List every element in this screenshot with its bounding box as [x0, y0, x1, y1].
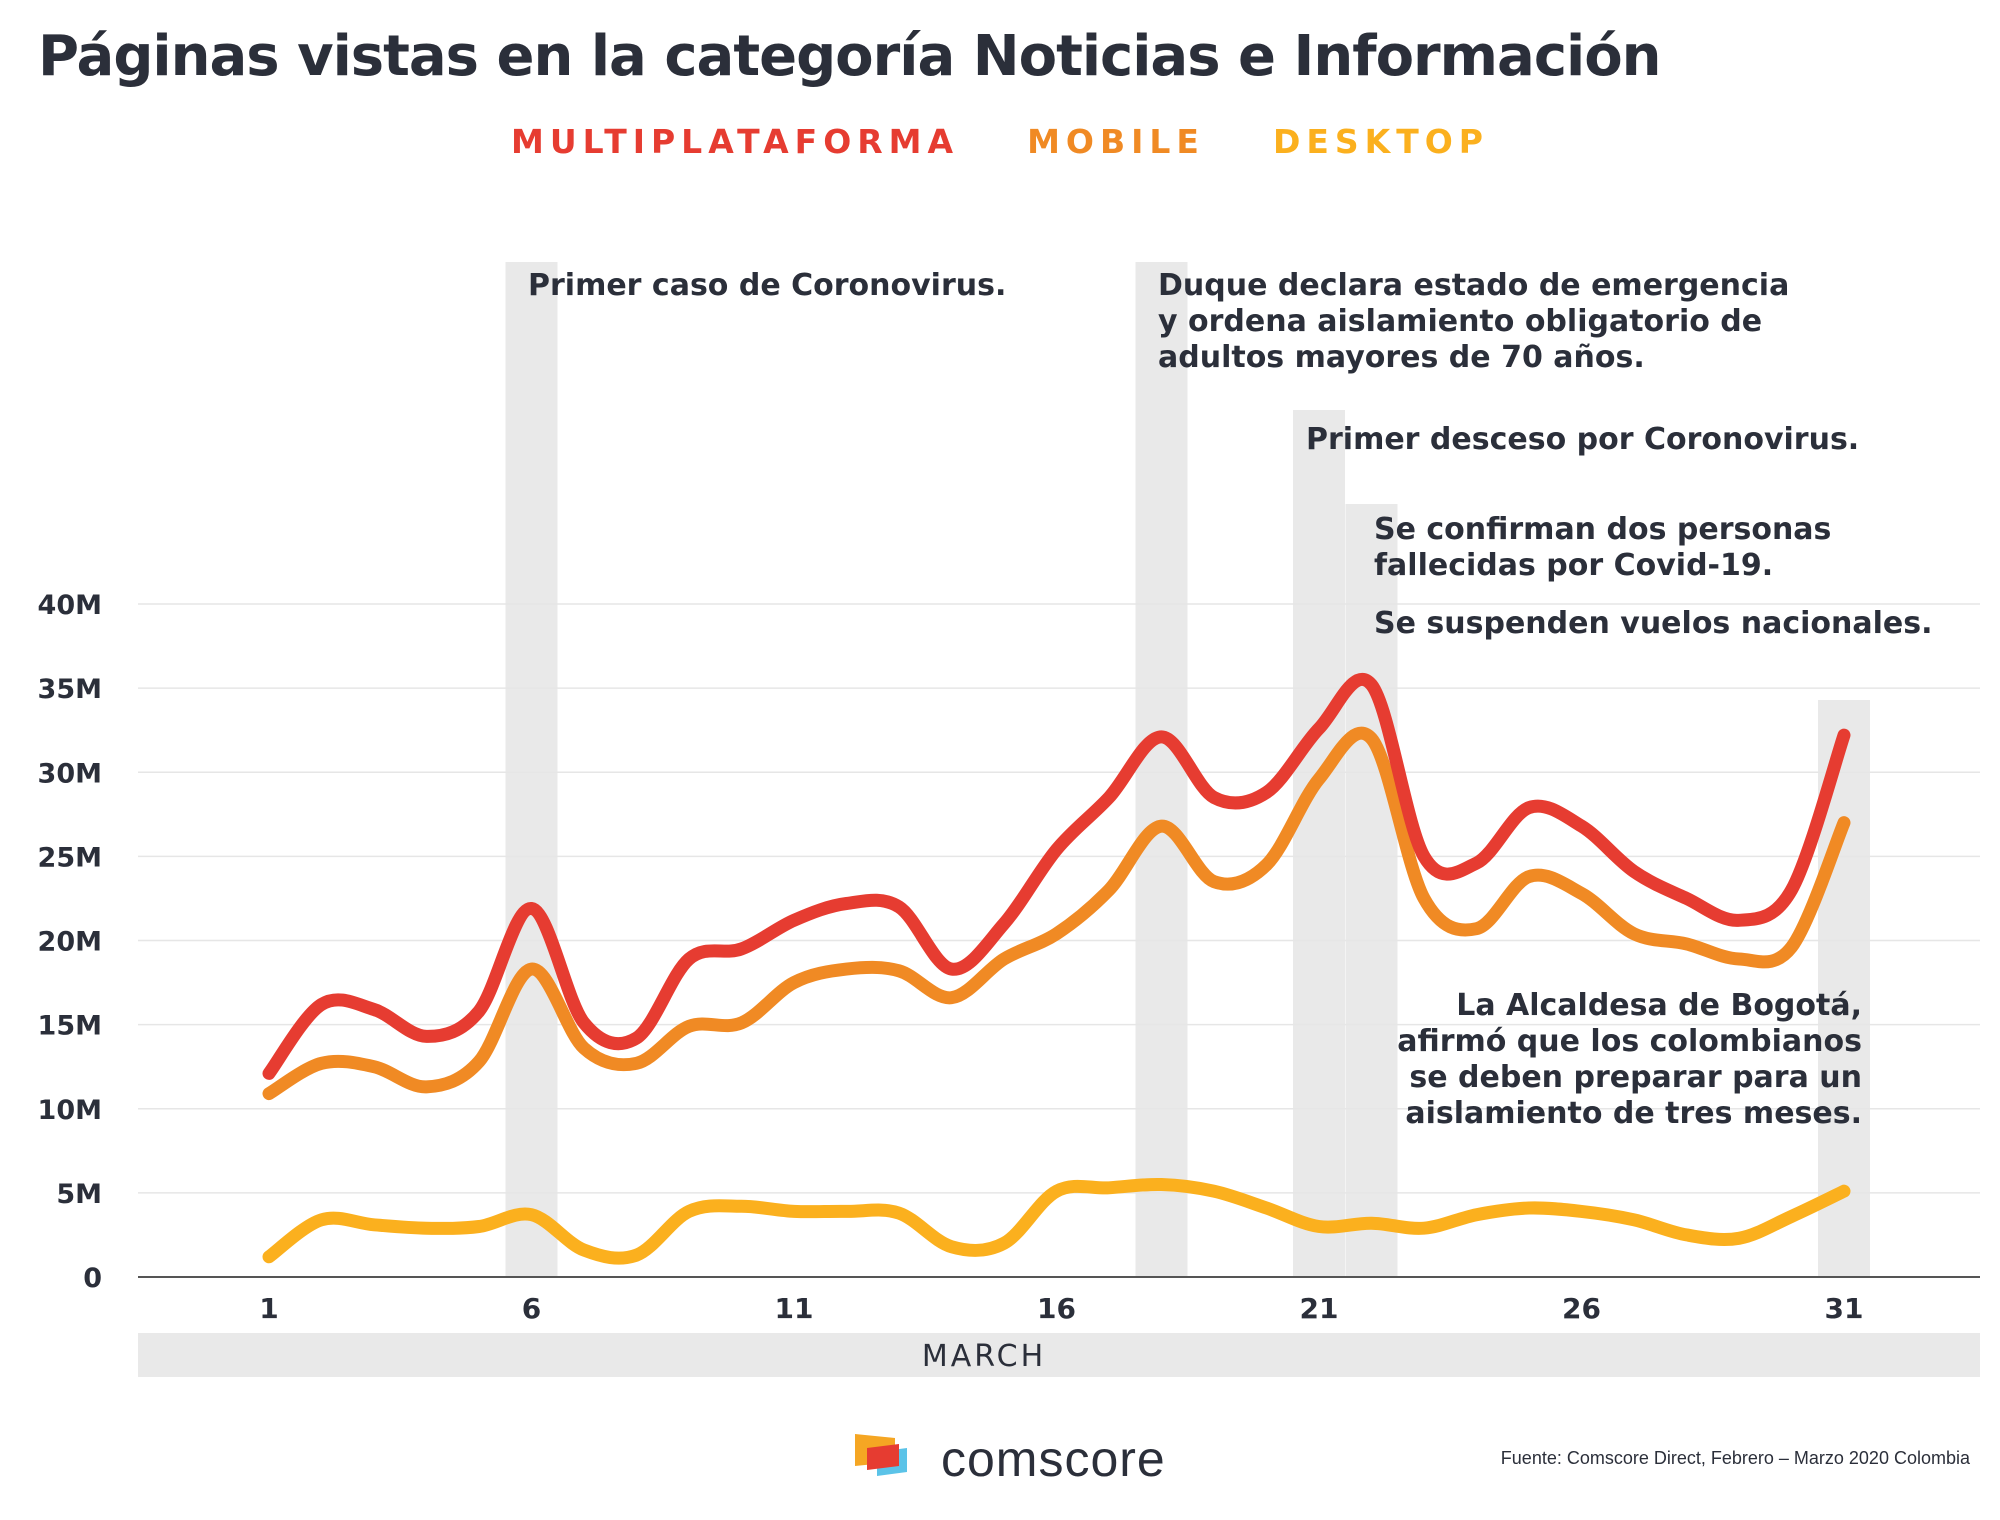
comscore-logo-icon — [855, 1434, 907, 1476]
y-tick-label: 5M — [56, 1179, 102, 1210]
y-tick-labels: 0 5M 10M 15M 20M 25M 30M 35M 40M — [38, 590, 102, 1294]
annotation-line: La Alcaldesa de Bogotá, — [1456, 988, 1862, 1023]
annotation-line: se deben preparar para un — [1409, 1060, 1862, 1095]
legend-item-mobile: MOBILE — [1027, 122, 1205, 161]
annotation-two-deaths: Se confirman dos personas fallecidas por… — [1374, 512, 1831, 584]
annotation-line: Se confirman dos personas — [1374, 512, 1832, 547]
annotation-emergency: Duque declara estado de emergencia y ord… — [1158, 268, 1789, 376]
x-tick-label: 6 — [522, 1292, 541, 1325]
y-tick-label: 0 — [83, 1263, 102, 1294]
x-tick-label: 21 — [1300, 1292, 1339, 1325]
annotation-line: afirmó que los colombianos — [1397, 1024, 1862, 1059]
chart-title: Páginas vistas en la categoría Noticias … — [38, 24, 1662, 89]
series-lines — [262, 673, 1851, 1265]
x-tick-label: 16 — [1037, 1292, 1076, 1325]
x-tick-label: 31 — [1825, 1292, 1864, 1325]
x-axis-band: MARCH — [138, 1333, 1980, 1377]
legend: MULTIPLATAFORMA MOBILE DESKTOP — [0, 122, 2000, 161]
y-tick-label: 40M — [38, 590, 102, 621]
y-tick-label: 10M — [38, 1095, 102, 1126]
y-tick-label: 30M — [38, 758, 102, 789]
highlight-band-day-22 — [1345, 504, 1398, 1277]
x-axis-label: MARCH — [922, 1339, 1046, 1374]
y-tick-label: 15M — [38, 1011, 102, 1042]
annotation-first-case: Primer caso de Coronovirus. — [528, 268, 1006, 304]
source-note: Fuente: Comscore Direct, Febrero – Marzo… — [1500, 1448, 1970, 1468]
gridlines — [138, 603, 1980, 1278]
annotation-line: Primer desceso por Coronovirus. — [1306, 422, 1860, 457]
y-tick-label: 25M — [38, 842, 102, 873]
series-line-multiplataforma — [262, 673, 1851, 1080]
brand: comscore — [855, 1430, 1166, 1488]
annotation-line: Primer caso de Coronovirus. — [528, 268, 1007, 303]
y-tick-label: 35M — [38, 674, 102, 705]
annotation-first-death: Primer desceso por Coronovirus. — [1306, 422, 1859, 458]
annotation-line: fallecidas por Covid-19. — [1374, 548, 1774, 583]
annotation-line: y ordena aislamiento obligatorio de — [1158, 304, 1763, 339]
highlight-band-day-18 — [1135, 262, 1188, 1277]
legend-item-multiplataforma: MULTIPLATAFORMA — [511, 122, 960, 161]
x-axis-label-band — [138, 1333, 1980, 1377]
legend-item-desktop: DESKTOP — [1272, 122, 1489, 161]
annotation-line: aislamiento de tres meses. — [1405, 1096, 1862, 1131]
annotation-line: Duque declara estado de emergencia — [1158, 268, 1790, 303]
series-line-mobile — [262, 726, 1851, 1101]
highlight-bands — [505, 262, 1870, 1277]
x-tick-label: 11 — [775, 1292, 814, 1325]
brand-name: comscore — [941, 1431, 1166, 1487]
x-tick-label: 1 — [259, 1292, 278, 1325]
y-tick-label: 20M — [38, 927, 102, 958]
annotation-line: Se suspenden vuelos nacionales. — [1374, 606, 1933, 641]
annotation-line: adultos mayores de 70 años. — [1158, 340, 1645, 375]
highlight-band-day-21 — [1293, 410, 1345, 1277]
x-tick-label: 26 — [1562, 1292, 1601, 1325]
highlight-band-day-6 — [505, 262, 558, 1277]
annotation-bogota: La Alcaldesa de Bogotá, afirmó que los c… — [1397, 988, 1862, 1132]
x-tick-labels: 1 6 11 16 21 26 31 — [259, 1292, 1863, 1325]
annotation-flights: Se suspenden vuelos nacionales. — [1374, 606, 1933, 642]
series-line-desktop — [262, 1177, 1851, 1265]
